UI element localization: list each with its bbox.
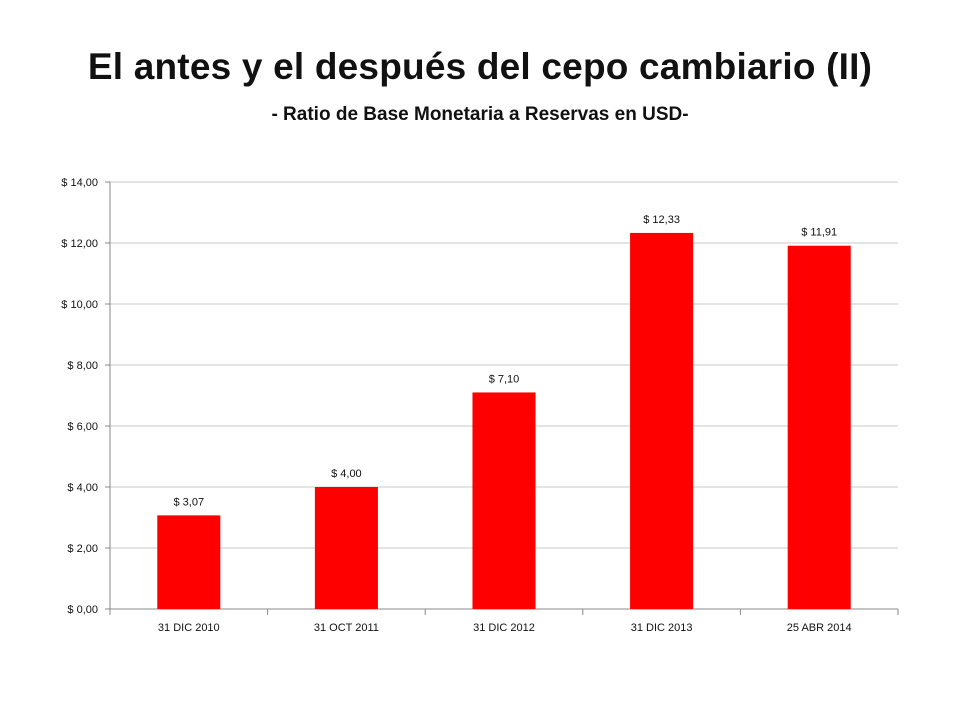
bars [157,232,851,609]
chart-title: El antes y el después del cepo cambiario… [87,46,873,87]
data-label: $ 12,33 [643,214,680,226]
y-tick-label: $ 12,00 [61,238,98,250]
data-label: $ 11,91 [801,227,837,239]
bar [630,232,694,609]
x-category-label: 31 DIC 2013 [631,622,693,634]
labels: $ 0,00 $ 2,00 $ 4,00 $ 6,00 $ 8,00 $ 10,00 $ 1… [61,177,851,634]
bar [157,515,221,609]
bar [472,392,536,609]
y-tick-label: $ 0,00 [67,604,98,616]
x-category-label: 31 DIC 2010 [158,622,220,634]
bar [314,487,378,609]
x-category-label: 25 ABR 2014 [787,622,852,634]
y-tick-label: $ 8,00 [67,360,98,372]
y-tick-label: $ 2,00 [67,543,98,555]
y-tick-label: $ 4,00 [67,482,98,494]
x-category-label: 31 OCT 2011 [314,622,379,634]
y-tick-label: $ 14,00 [61,177,98,189]
y-tick-label: $ 6,00 [67,421,98,433]
data-label: $ 3,07 [174,496,205,508]
y-tick-label: $ 10,00 [61,299,98,311]
data-label: $ 7,10 [489,373,520,385]
bar [787,245,851,609]
x-category-label: 31 DIC 2012 [473,622,535,634]
chart-subtitle: - Ratio de Base Monetaria a Reservas en … [271,104,689,125]
data-label: $ 4,00 [331,468,362,480]
